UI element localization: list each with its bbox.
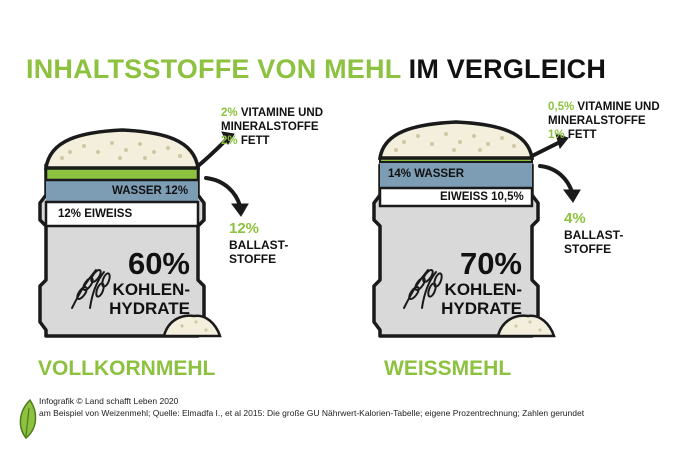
title-highlight: INHALTSSTOFFE VON MEHL — [26, 54, 401, 84]
right-flour-name: WEISSMEHL — [384, 357, 512, 380]
left-fiber-line2: STOFFE — [229, 252, 277, 266]
left-water-label: WASSER 12% — [112, 185, 189, 197]
left-flour-name: VOLLKORNMEHL — [38, 357, 216, 380]
left-vitamins-text2: MINERALSTOFFE — [221, 121, 319, 133]
right-carbs-percent: 70% — [459, 246, 522, 281]
right-fiber: 4% BALLAST- STOFFE — [564, 210, 624, 256]
arrow-icon — [196, 131, 249, 217]
left-vitamins-percent: 2% — [221, 107, 238, 119]
flour-pile-icon — [162, 314, 222, 338]
right-carbs-line1: KOHLEN- — [444, 280, 522, 299]
right-vitamins-text1: VITAMINE UND — [577, 101, 660, 113]
flour-pile-icon — [496, 314, 556, 338]
right-water-label: 14% WASSER — [388, 168, 465, 180]
wheat-icon — [71, 269, 111, 309]
right-carbs: 70% KOHLEN- HYDRATE — [430, 248, 522, 317]
left-carbs-percent: 60% — [127, 246, 190, 281]
left-fiber: 12% BALLAST- STOFFE — [229, 220, 289, 266]
left-flour-bag — [38, 128, 249, 338]
left-fiber-line1: BALLAST- — [229, 238, 289, 252]
right-vitamins-percent: 0,5% — [548, 101, 575, 113]
right-fat-text: FETT — [567, 129, 597, 141]
right-carbs-line2: HYDRATE — [441, 299, 522, 318]
right-water-band — [380, 160, 532, 188]
left-water-band — [46, 180, 198, 202]
left-protein-label: 12% EIWEISS — [58, 208, 133, 220]
left-vitamins: 2% VITAMINE UND MINERALSTOFFE 2% FETT — [221, 106, 323, 148]
left-carbs-line2: HYDRATE — [109, 299, 190, 318]
left-carbs-line1: KOHLEN- — [112, 280, 190, 299]
footer-credit: Infografik © Land schafft Leben 2020 — [39, 396, 179, 406]
arrow-icon — [530, 133, 581, 203]
right-vitamins: 0,5% VITAMINE UND MINERALSTOFFE 1% FETT — [548, 100, 660, 142]
right-fiber-percent: 4% — [564, 210, 586, 227]
right-protein-band — [378, 186, 534, 208]
logo-leaf-icon — [19, 398, 37, 440]
left-vitamins-text1: VITAMINE UND — [240, 107, 324, 119]
left-flour-top — [43, 128, 201, 170]
left-fiber-percent: 12% — [229, 220, 260, 237]
right-flour-top — [377, 120, 535, 160]
right-protein-label: EIWEISS 10,5% — [440, 191, 524, 203]
footer-source: am Beispiel von Weizenmehl; Quelle: Elma… — [39, 408, 585, 418]
left-carbs: 60% KOHLEN- HYDRATE — [98, 248, 190, 317]
right-vitamins-text2: MINERALSTOFFE — [548, 115, 646, 127]
right-fiber-line2: STOFFE — [564, 242, 612, 256]
wheat-icon — [403, 269, 443, 309]
left-fat-percent: 2% — [221, 135, 238, 147]
left-protein-band — [44, 200, 200, 228]
left-fat-text: FETT — [240, 135, 270, 147]
right-fiber-line1: BALLAST- — [564, 228, 624, 242]
right-flour-bag — [372, 120, 581, 338]
right-fat-percent: 1% — [548, 129, 565, 141]
title-rest: IM VERGLEICH — [408, 54, 607, 84]
page-title: INHALTSSTOFFE VON MEHL IM VERGLEICH — [26, 54, 606, 85]
